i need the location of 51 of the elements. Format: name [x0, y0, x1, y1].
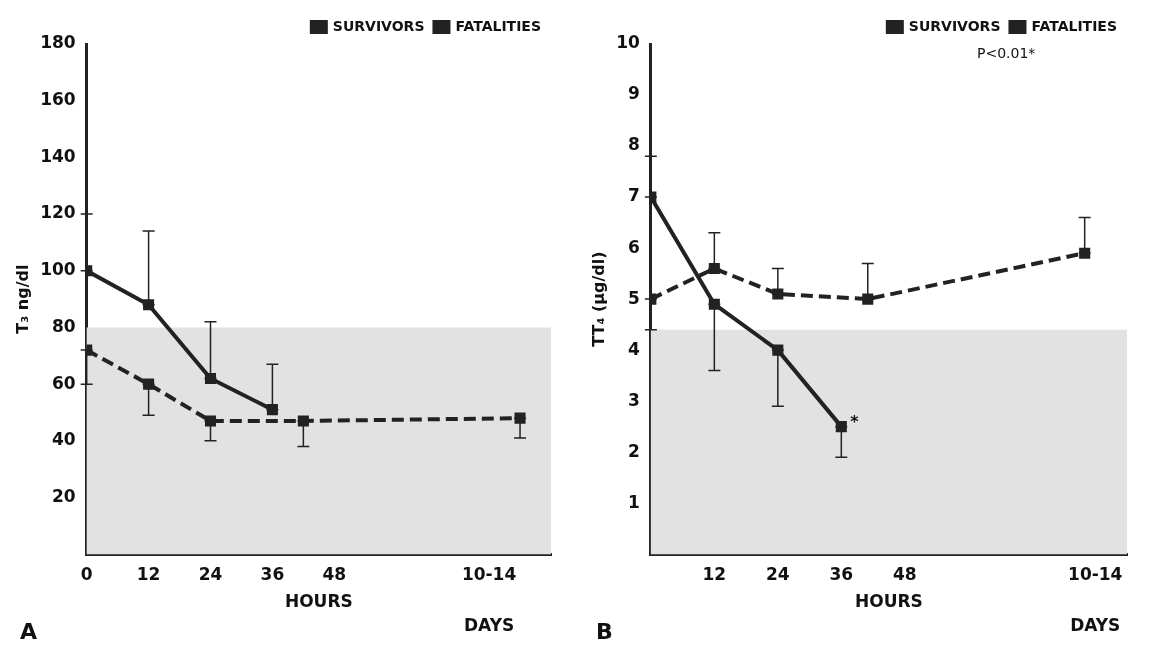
- x-tick-label: 10-14: [1068, 563, 1123, 584]
- point: [297, 415, 309, 427]
- y-tick-label: 10: [616, 32, 641, 53]
- legend-label: FATALITIES: [1031, 17, 1118, 34]
- y-tick-label: 9: [628, 83, 640, 104]
- text: B: [596, 619, 613, 644]
- x-axis-title: HOURS: [855, 591, 923, 612]
- y-axis-title: T₃ ng/dl: [12, 264, 32, 334]
- y-tick-label: 100: [40, 259, 76, 280]
- legend-label: SURVIVORS: [332, 17, 425, 34]
- y-tick-label: 160: [40, 89, 76, 110]
- point: [266, 404, 278, 416]
- x-tick-label: 10-14: [461, 563, 517, 584]
- point: [835, 421, 847, 433]
- y-tick-label: 1: [628, 491, 640, 512]
- x-axis-title: HOURS: [284, 591, 353, 612]
- y-tick-label: 5: [628, 287, 640, 308]
- annotation: *: [850, 411, 860, 431]
- y-axis-title: TT₄ (µg/dl): [588, 251, 608, 347]
- x-tick-label: 24: [198, 563, 223, 584]
- legend-label: FATALITIES: [455, 17, 542, 34]
- y-tick-label: 8: [628, 134, 640, 155]
- point: [204, 372, 217, 384]
- point: [772, 288, 784, 300]
- y-tick-label: 80: [52, 315, 76, 336]
- y-tick-label: 7: [628, 185, 640, 206]
- y-tick-label: 60: [52, 372, 76, 393]
- x-tick-label: 36: [260, 563, 285, 584]
- x-tick-label: 24: [765, 563, 790, 584]
- point: [204, 415, 217, 427]
- annotation: P<0.01*: [977, 44, 1036, 61]
- y-tick-label: 3: [628, 389, 640, 410]
- x-tick-label: 12: [136, 563, 161, 584]
- x-tick-label: 36: [829, 563, 854, 584]
- y-tick-label: 140: [40, 145, 76, 166]
- y-tick-label: 2: [628, 440, 640, 461]
- y-tick-label: 120: [40, 202, 76, 223]
- y-tick-label: 6: [628, 236, 640, 257]
- x-tick-label: 0: [80, 563, 93, 584]
- y-tick-label: 180: [40, 32, 76, 53]
- x-tick-label: 12: [702, 563, 727, 584]
- legend-label: SURVIVORS: [908, 17, 1001, 34]
- y-tick-label: 40: [52, 429, 76, 450]
- x-tick-label: 48: [892, 563, 917, 584]
- text: DAYS: [463, 615, 515, 636]
- text: A: [20, 619, 38, 644]
- point: [708, 262, 720, 275]
- x-tick-label: 48: [322, 563, 347, 584]
- y-tick-label: 4: [628, 338, 641, 359]
- y-tick-label: 20: [52, 485, 76, 506]
- text: DAYS: [1070, 615, 1121, 636]
